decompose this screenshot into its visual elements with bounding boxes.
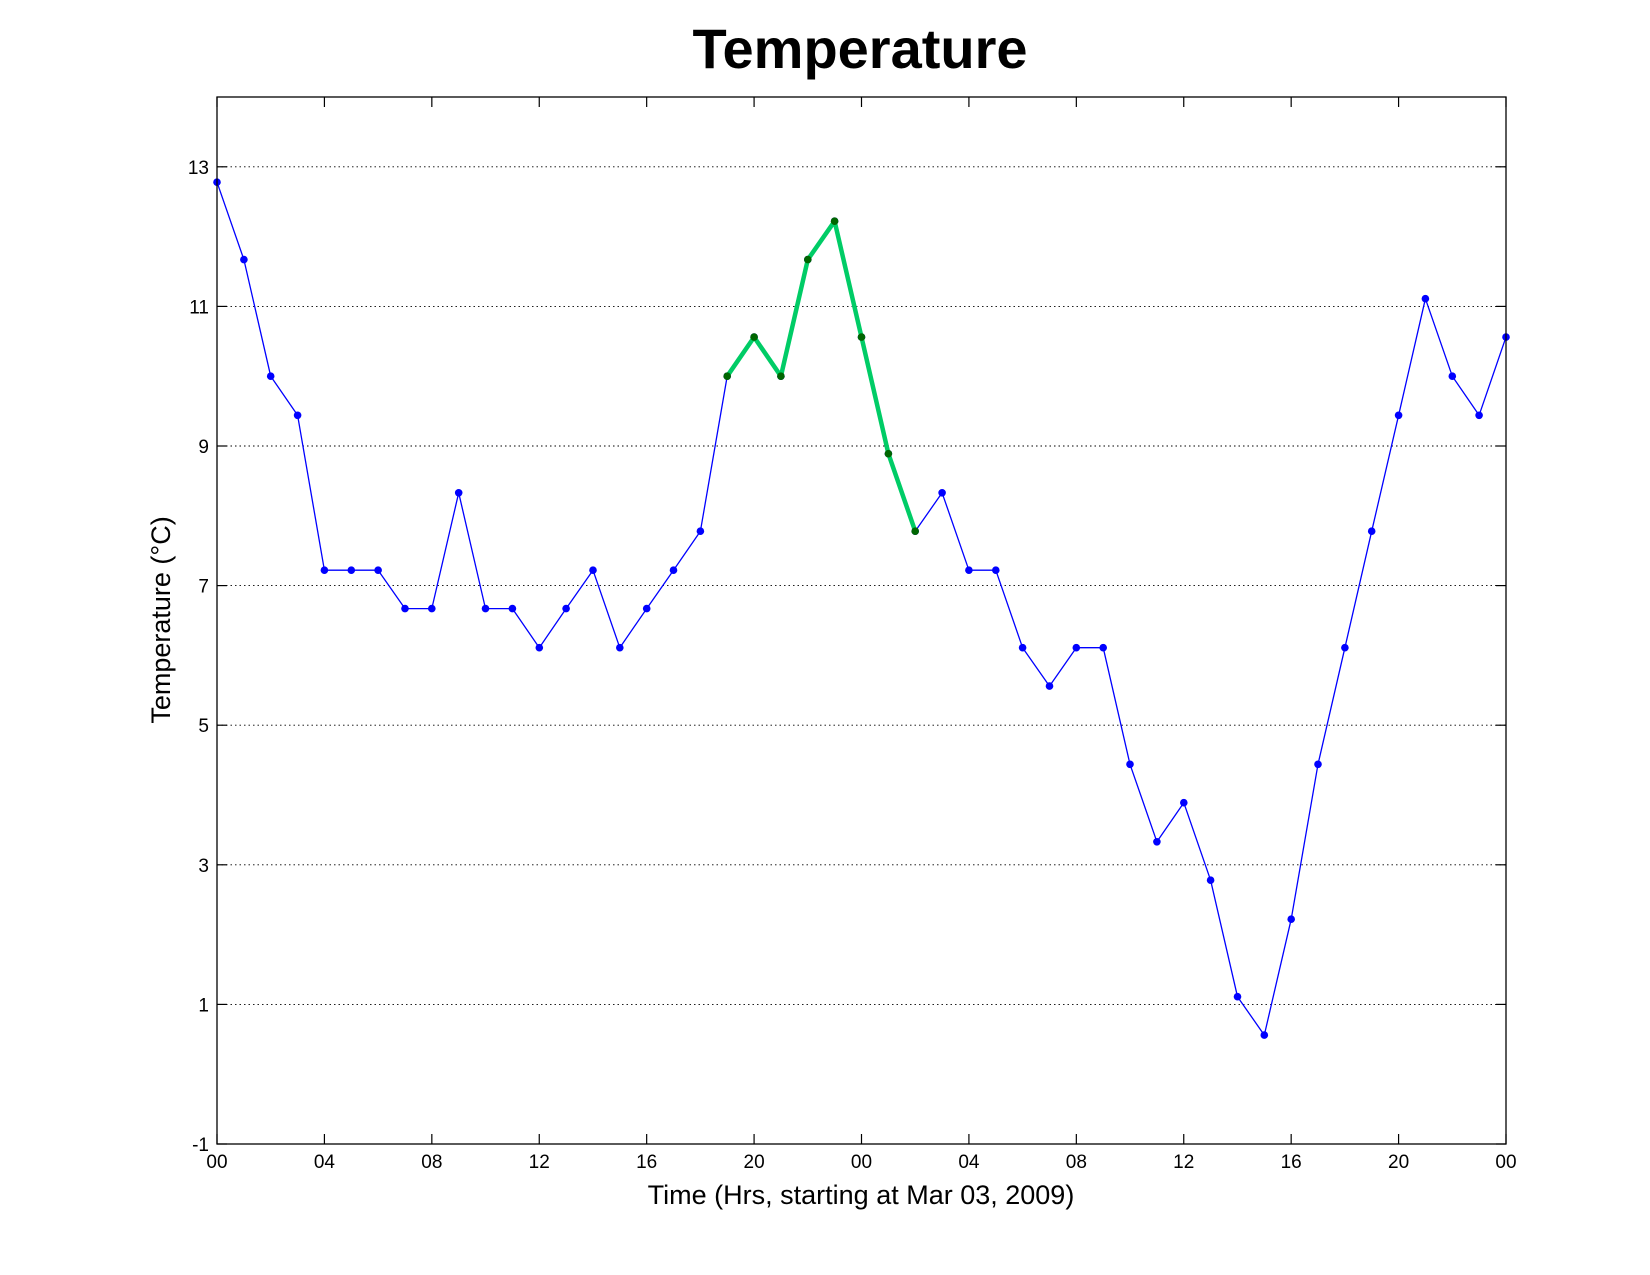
series-0-point xyxy=(535,643,544,652)
y-tick-label: 1 xyxy=(198,995,209,1016)
series-0-point xyxy=(1394,411,1403,420)
gridlines xyxy=(217,166,1506,1005)
series-0-point xyxy=(1099,643,1107,652)
series-0-point xyxy=(1475,411,1483,420)
plot-frame xyxy=(216,96,1507,1145)
series-0-point xyxy=(616,643,624,652)
x-tick-label: 04 xyxy=(314,1152,336,1173)
series-0-point xyxy=(374,566,382,574)
series-0-point xyxy=(293,411,302,420)
x-tick-label: 12 xyxy=(529,1152,550,1173)
series-0-point xyxy=(992,566,1000,574)
series-0-point xyxy=(669,566,678,574)
series-0-point xyxy=(1314,760,1322,769)
series-0-point xyxy=(696,527,705,535)
series-0-point xyxy=(240,255,248,264)
x-tick-label: 16 xyxy=(636,1152,657,1173)
x-tick-label: 00 xyxy=(206,1152,227,1173)
series-0-point xyxy=(562,604,570,613)
x-tick-label: 20 xyxy=(744,1152,765,1173)
series-layer xyxy=(213,178,1510,1039)
series-1-line xyxy=(724,218,918,534)
y-tick-label: 13 xyxy=(188,158,209,179)
series-0-point xyxy=(1287,915,1295,923)
y-tick-label: 11 xyxy=(189,297,209,318)
series-0-point xyxy=(1206,876,1215,884)
series-0-point xyxy=(401,604,409,613)
series-0-point xyxy=(1153,838,1161,846)
series-1-point xyxy=(857,333,866,341)
x-tick-label: 00 xyxy=(1495,1152,1516,1173)
series-0-point xyxy=(938,489,946,497)
series-1-point xyxy=(804,255,812,264)
series-0-point xyxy=(589,566,597,574)
series-0-point xyxy=(642,604,651,613)
x-tick-label: 04 xyxy=(958,1152,980,1173)
x-tick-label: 08 xyxy=(421,1152,442,1173)
series-0-point xyxy=(1421,294,1430,303)
x-axis-label: Time (Hrs, starting at Mar 03, 2009) xyxy=(648,1180,1075,1210)
series-0-point xyxy=(1180,798,1188,807)
x-tick-label: 12 xyxy=(1173,1152,1194,1173)
y-tick-label: 9 xyxy=(198,437,209,458)
y-tick-label: 5 xyxy=(198,716,209,737)
y-tick-label: 3 xyxy=(198,856,209,877)
x-tick-label: 00 xyxy=(851,1152,872,1173)
series-0-point xyxy=(1126,760,1134,769)
series-1-point xyxy=(884,449,893,458)
series-0-point xyxy=(1072,643,1081,652)
series-0-point xyxy=(347,566,356,574)
series-0-point xyxy=(1018,643,1027,652)
series-0-point xyxy=(481,604,490,613)
series-0-point xyxy=(266,372,275,381)
y-tick-label: 7 xyxy=(198,577,209,598)
y-axis-label: Temperature (°C) xyxy=(146,516,176,723)
series-0-point xyxy=(1367,527,1376,535)
series-1-point xyxy=(723,372,731,381)
chart-title: Temperature xyxy=(692,17,1027,80)
series-0-point xyxy=(428,604,436,613)
series-0-point xyxy=(965,566,973,574)
series-1-point xyxy=(777,372,785,381)
series-0-point xyxy=(1045,682,1054,690)
series-1-point xyxy=(750,333,758,341)
series-0-point xyxy=(320,566,329,574)
series-0-point xyxy=(1341,643,1349,652)
series-0-point xyxy=(1233,992,1242,1001)
series-0-point xyxy=(1260,1031,1269,1039)
y-tick-label: -1 xyxy=(192,1135,209,1156)
x-tick-label: 20 xyxy=(1388,1152,1409,1173)
series-1-point xyxy=(830,217,839,225)
x-tick-label: 08 xyxy=(1066,1152,1087,1173)
series-0-line xyxy=(216,181,1507,1036)
series-0-point xyxy=(508,604,517,613)
x-tick-label: 16 xyxy=(1281,1152,1302,1173)
series-1-point xyxy=(911,527,919,535)
series-0-point xyxy=(1448,372,1457,381)
series-0-point xyxy=(454,489,463,497)
